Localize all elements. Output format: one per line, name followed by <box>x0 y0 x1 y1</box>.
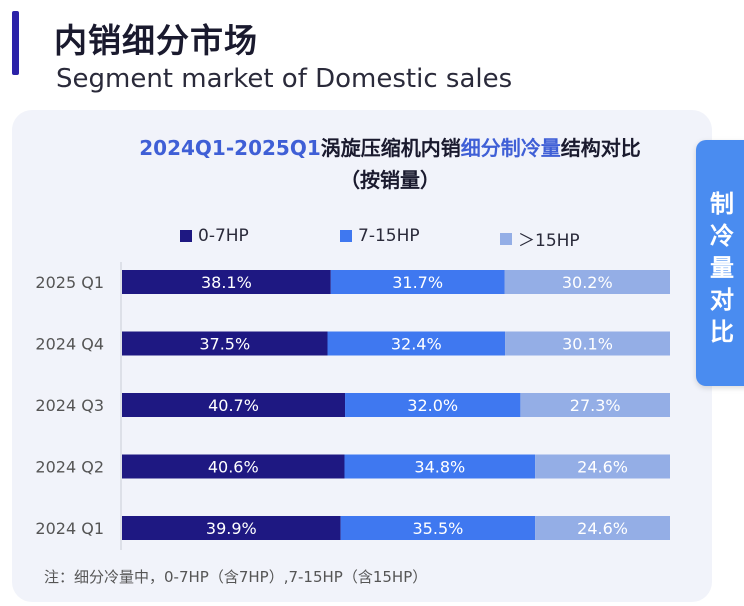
bar-value-label: 30.2% <box>562 273 613 292</box>
legend-item-0-7hp: 0-7HP <box>180 226 249 246</box>
bar-segment <box>504 270 670 294</box>
bar-value-label: 38.1% <box>201 273 252 292</box>
legend-item-7-15hp: 7-15HP <box>340 226 420 246</box>
bar-segment <box>330 270 505 294</box>
bar-segment <box>505 331 670 356</box>
category-label: 2024 Q3 <box>35 396 104 415</box>
bar-segment <box>535 454 670 479</box>
bar-value-label: 37.5% <box>199 335 250 354</box>
side-tab-char: 量 <box>710 254 734 282</box>
side-tab-char: 制 <box>710 190 734 218</box>
chart-title: 2024Q1-2025Q1涡旋压缩机内销细分制冷量结构对比 （按销量） <box>20 132 744 196</box>
chart-title-prefix: 2024Q1-2025Q1 <box>139 136 321 160</box>
legend-label: 7-15HP <box>358 226 420 246</box>
bar-value-label: 30.1% <box>562 335 613 354</box>
chart-title-suffix: 结构对比 <box>560 136 641 160</box>
bar-value-label: 40.7% <box>208 396 259 415</box>
chart-title-mid: 涡旋压缩机内销 <box>320 136 461 160</box>
bar-segment <box>345 393 521 417</box>
legend-item-15hp-plus: ＞15HP <box>500 226 580 251</box>
bar-value-label: 34.8% <box>414 458 465 477</box>
bar-segment <box>122 270 331 294</box>
bar-value-label: 27.3% <box>570 396 621 415</box>
side-tab-char: 比 <box>710 318 734 346</box>
category-label: 2025 Q1 <box>35 273 104 292</box>
legend-swatch <box>340 230 352 242</box>
chart-subtitle: （按销量） <box>340 168 440 192</box>
bar-value-label: 24.6% <box>577 458 628 477</box>
bar-value-label: 40.6% <box>208 458 259 477</box>
bar-segment <box>344 454 536 479</box>
bar-segment <box>122 331 328 356</box>
bar-value-label: 39.9% <box>206 519 257 538</box>
side-tab-char: 冷 <box>710 222 734 250</box>
legend-label: 0-7HP <box>198 226 249 246</box>
page-subtitle: Segment market of Domestic sales <box>56 64 513 94</box>
bar-segment <box>327 331 506 356</box>
bar-value-label: 24.6% <box>577 519 628 538</box>
side-tab-cooling-capacity[interactable]: 制冷量对比 <box>696 140 744 386</box>
page-title: 内销细分市场 <box>54 21 258 60</box>
bar-segment <box>520 393 670 417</box>
legend-swatch <box>180 230 192 242</box>
bar-segment <box>122 454 345 479</box>
side-tab-label: 制冷量对比 <box>696 188 744 348</box>
bar-segment <box>535 516 670 540</box>
bar-value-label: 32.0% <box>407 396 458 415</box>
bar-value-label: 35.5% <box>413 519 464 538</box>
bar-segment <box>122 393 346 417</box>
bar-value-label: 32.4% <box>391 335 442 354</box>
bar-value-label: 31.7% <box>392 273 443 292</box>
title-accent-bar <box>12 11 19 75</box>
side-tab-char: 对 <box>710 286 734 314</box>
category-label: 2024 Q1 <box>35 519 104 538</box>
chart-title-highlight: 细分制冷量 <box>460 136 561 160</box>
footnote: 注：细分冷量中，0-7HP（含7HP）,7-15HP（含15HP） <box>44 568 428 586</box>
legend-label: ＞15HP <box>518 231 580 251</box>
legend-swatch <box>500 232 512 245</box>
category-label: 2024 Q4 <box>35 335 104 354</box>
bar-segment <box>340 516 536 540</box>
category-label: 2024 Q2 <box>35 458 104 477</box>
bar-segment <box>122 516 341 540</box>
